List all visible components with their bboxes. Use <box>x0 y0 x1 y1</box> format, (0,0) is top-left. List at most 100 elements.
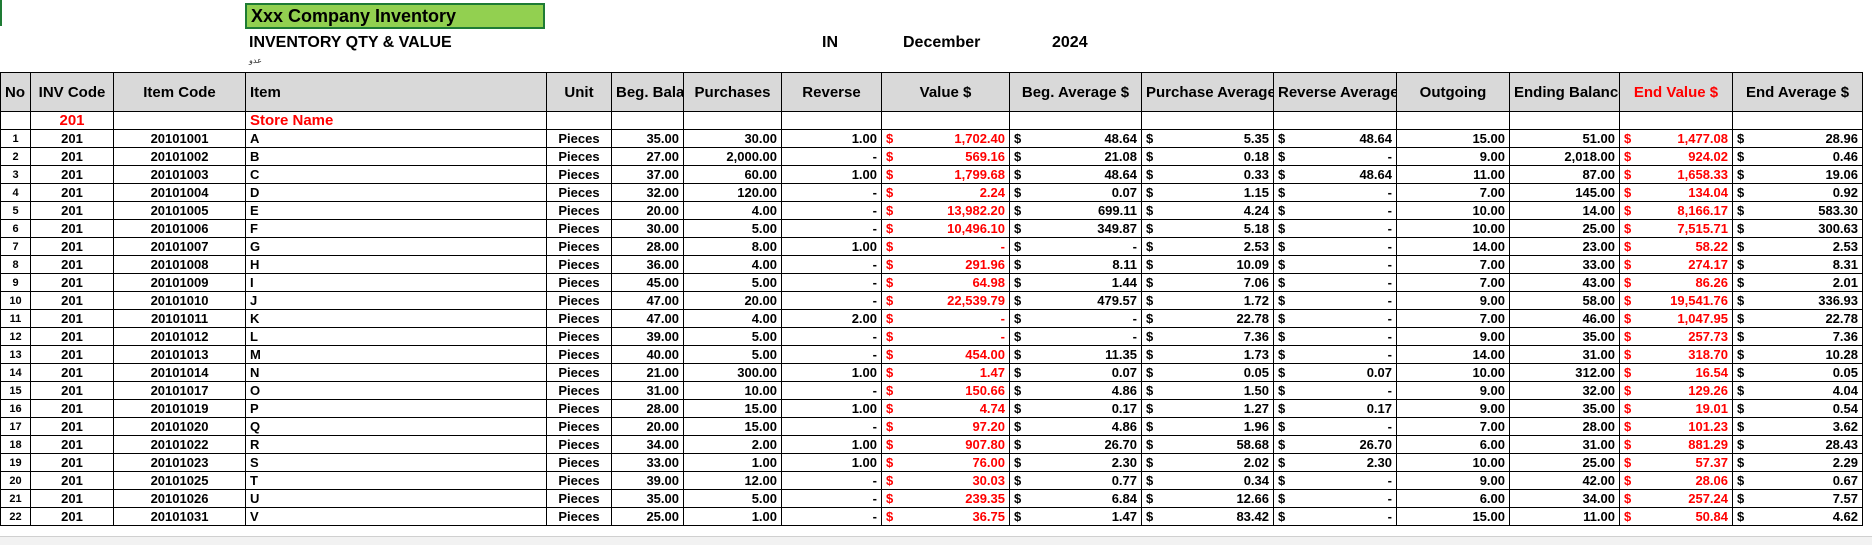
beg-balance-cell[interactable]: 27.00 <box>611 147 684 166</box>
col-header-ending-balance[interactable]: Ending Balance <box>1509 72 1620 112</box>
beg-average-cell[interactable]: $ - <box>1009 327 1142 346</box>
beg-balance-cell[interactable]: 40.00 <box>611 345 684 364</box>
reverse-average-cell[interactable]: $ - <box>1273 417 1397 436</box>
value-cell[interactable]: $4.74 <box>881 399 1010 418</box>
beg-balance-cell[interactable]: 39.00 <box>611 471 684 490</box>
beg-average-cell[interactable]: $699.11 <box>1009 201 1142 220</box>
col-header-end-value[interactable]: End Value $ <box>1619 72 1733 112</box>
purchase-average-cell[interactable]: $0.34 <box>1141 471 1274 490</box>
beg-average-cell[interactable]: $48.64 <box>1009 165 1142 184</box>
inv-code-cell[interactable]: 201 <box>30 327 114 346</box>
outgoing-cell[interactable]: 10.00 <box>1396 363 1510 382</box>
item-code-cell[interactable]: 20101020 <box>113 417 246 436</box>
outgoing-cell[interactable]: 15.00 <box>1396 129 1510 148</box>
value-cell[interactable]: $30.03 <box>881 471 1010 490</box>
purchases-cell[interactable]: 5.00 <box>683 219 782 238</box>
item-code-cell[interactable]: 20101010 <box>113 291 246 310</box>
reverse-cell[interactable]: - <box>781 381 882 400</box>
item-code-cell[interactable]: 20101005 <box>113 201 246 220</box>
reverse-cell[interactable]: - <box>781 471 882 490</box>
unit-cell[interactable]: Pieces <box>546 399 612 418</box>
purchases-cell[interactable]: 300.00 <box>683 363 782 382</box>
reverse-cell[interactable]: - <box>781 183 882 202</box>
value-cell[interactable]: $76.00 <box>881 453 1010 472</box>
reverse-average-cell[interactable]: $ - <box>1273 327 1397 346</box>
beg-balance-cell[interactable]: 37.00 <box>611 165 684 184</box>
item-name-cell[interactable]: L <box>245 327 547 346</box>
ending-balance-cell[interactable]: 87.00 <box>1509 165 1620 184</box>
item-code-cell[interactable]: 20101001 <box>113 129 246 148</box>
item-name-cell[interactable]: K <box>245 309 547 328</box>
item-code-cell[interactable]: 20101025 <box>113 471 246 490</box>
end-value-cell[interactable]: $19.01 <box>1619 399 1733 418</box>
ending-balance-cell[interactable]: 51.00 <box>1509 129 1620 148</box>
item-code-cell[interactable]: 20101019 <box>113 399 246 418</box>
end-average-cell[interactable]: $583.30 <box>1732 201 1863 220</box>
end-average-cell[interactable]: $8.31 <box>1732 255 1863 274</box>
item-name-cell[interactable]: U <box>245 489 547 508</box>
col-header-reverse[interactable]: Reverse <box>781 72 882 112</box>
no-cell[interactable]: 20 <box>0 471 31 490</box>
reverse-average-cell[interactable]: $ - <box>1273 381 1397 400</box>
beg-balance-cell[interactable]: 36.00 <box>611 255 684 274</box>
item-name-cell[interactable]: V <box>245 507 547 526</box>
item-code-cell[interactable]: 20101006 <box>113 219 246 238</box>
beg-average-cell[interactable]: $0.07 <box>1009 183 1142 202</box>
unit-cell[interactable]: Pieces <box>546 471 612 490</box>
ending-balance-cell[interactable]: 23.00 <box>1509 237 1620 256</box>
beg-average-cell[interactable]: $2.30 <box>1009 453 1142 472</box>
item-name-cell[interactable]: N <box>245 363 547 382</box>
beg-average-cell[interactable]: $8.11 <box>1009 255 1142 274</box>
inv-code-cell[interactable]: 201 <box>30 417 114 436</box>
end-value-cell[interactable]: $57.37 <box>1619 453 1733 472</box>
end-average-cell[interactable]: $7.57 <box>1732 489 1863 508</box>
reverse-cell[interactable]: 1.00 <box>781 363 882 382</box>
value-cell[interactable]: $454.00 <box>881 345 1010 364</box>
item-name-cell[interactable]: R <box>245 435 547 454</box>
beg-average-cell[interactable]: $26.70 <box>1009 435 1142 454</box>
unit-cell[interactable]: Pieces <box>546 237 612 256</box>
no-cell[interactable]: 2 <box>0 147 31 166</box>
purchases-cell[interactable]: 60.00 <box>683 165 782 184</box>
item-code-cell[interactable]: 20101026 <box>113 489 246 508</box>
end-average-cell[interactable]: $19.06 <box>1732 165 1863 184</box>
item-code-cell[interactable]: 20101023 <box>113 453 246 472</box>
unit-cell[interactable]: Pieces <box>546 489 612 508</box>
end-value-cell[interactable]: $1,658.33 <box>1619 165 1733 184</box>
no-cell[interactable]: 19 <box>0 453 31 472</box>
no-cell[interactable]: 11 <box>0 309 31 328</box>
item-code-cell[interactable]: 20101009 <box>113 273 246 292</box>
inv-code-cell[interactable]: 201 <box>30 273 114 292</box>
reverse-cell[interactable]: - <box>781 219 882 238</box>
reverse-average-cell[interactable]: $ - <box>1273 291 1397 310</box>
end-average-cell[interactable]: $2.53 <box>1732 237 1863 256</box>
beg-balance-cell[interactable]: 28.00 <box>611 237 684 256</box>
purchases-cell[interactable]: 15.00 <box>683 399 782 418</box>
beg-average-cell[interactable]: $48.64 <box>1009 129 1142 148</box>
no-cell[interactable]: 21 <box>0 489 31 508</box>
end-value-cell[interactable]: $129.26 <box>1619 381 1733 400</box>
ending-balance-cell[interactable]: 35.00 <box>1509 399 1620 418</box>
outgoing-cell[interactable]: 7.00 <box>1396 183 1510 202</box>
end-value-cell[interactable]: $134.04 <box>1619 183 1733 202</box>
item-code-cell[interactable]: 20101013 <box>113 345 246 364</box>
col-header-beg-average[interactable]: Beg. Average $ <box>1009 72 1142 112</box>
no-cell[interactable]: 12 <box>0 327 31 346</box>
ending-balance-cell[interactable]: 28.00 <box>1509 417 1620 436</box>
purchase-average-cell[interactable]: $1.72 <box>1141 291 1274 310</box>
value-cell[interactable]: $1,702.40 <box>881 129 1010 148</box>
outgoing-cell[interactable]: 9.00 <box>1396 327 1510 346</box>
reverse-average-cell[interactable]: $48.64 <box>1273 165 1397 184</box>
end-value-cell[interactable]: $924.02 <box>1619 147 1733 166</box>
inv-code-cell[interactable]: 201 <box>30 201 114 220</box>
ending-balance-cell[interactable]: 58.00 <box>1509 291 1620 310</box>
inv-code-cell[interactable]: 201 <box>30 129 114 148</box>
ending-balance-cell[interactable]: 2,018.00 <box>1509 147 1620 166</box>
value-cell[interactable]: $ - <box>881 237 1010 256</box>
ending-balance-cell[interactable]: 31.00 <box>1509 435 1620 454</box>
inv-code-cell[interactable]: 201 <box>30 237 114 256</box>
reverse-average-cell[interactable]: $ - <box>1273 489 1397 508</box>
end-average-cell[interactable]: $10.28 <box>1732 345 1863 364</box>
end-average-cell[interactable]: $2.29 <box>1732 453 1863 472</box>
purchases-cell[interactable]: 120.00 <box>683 183 782 202</box>
